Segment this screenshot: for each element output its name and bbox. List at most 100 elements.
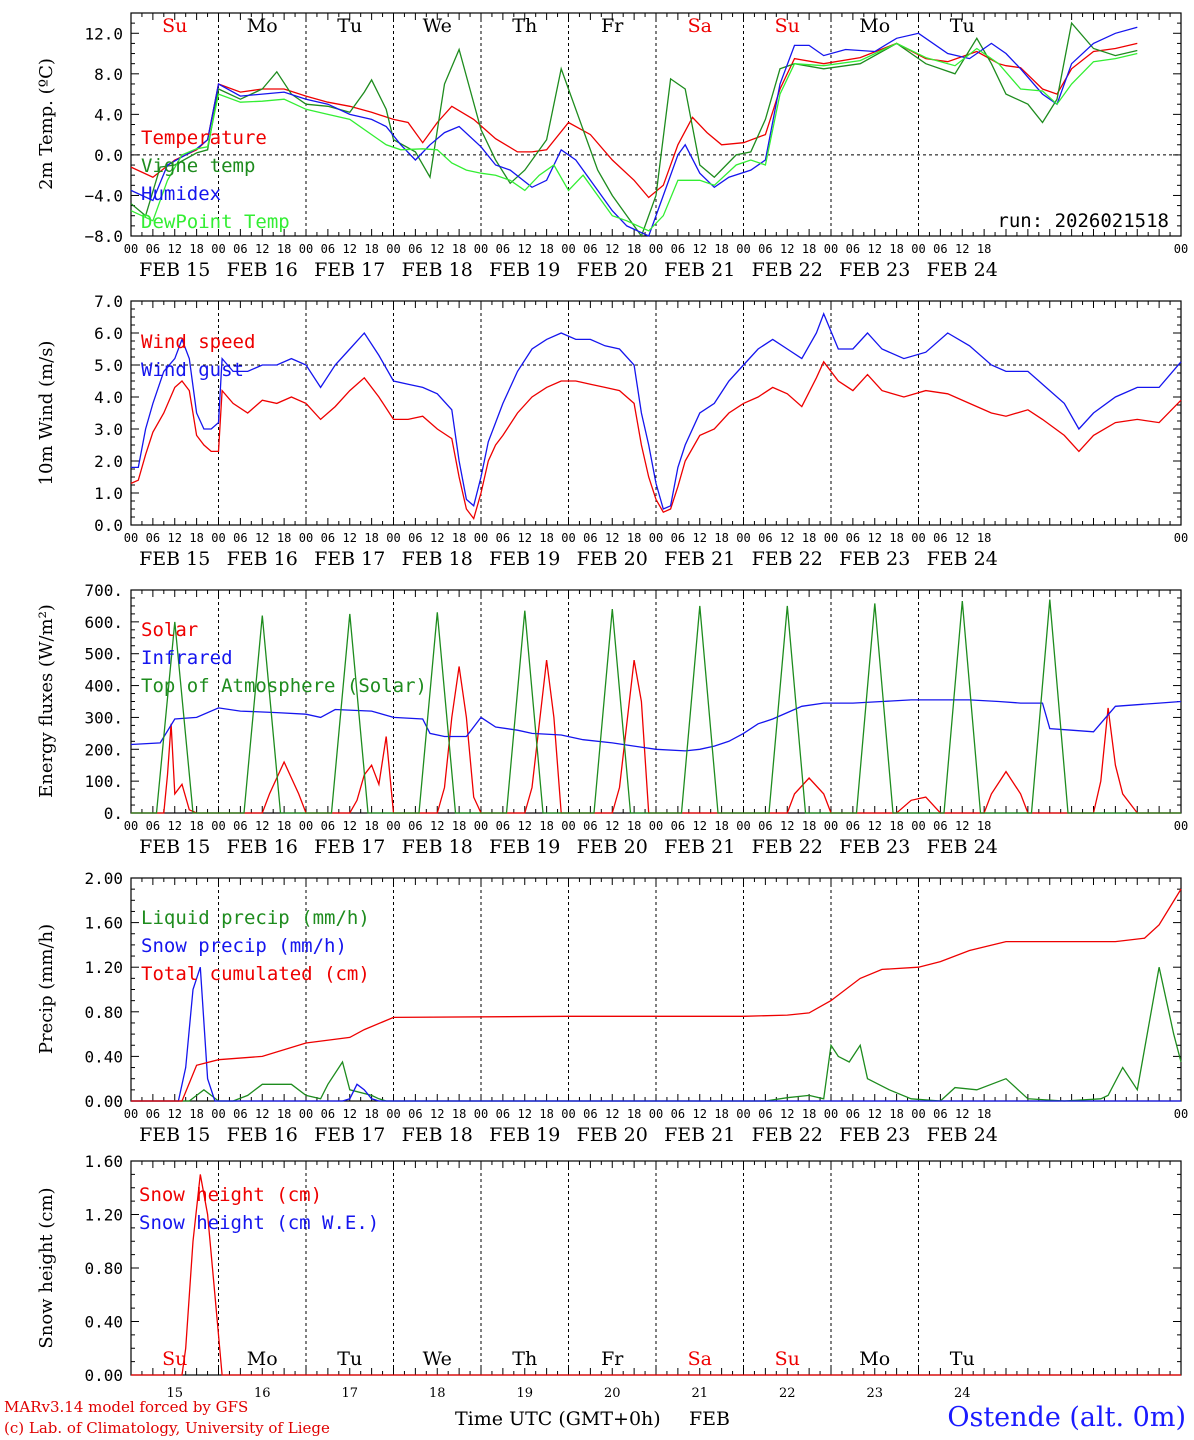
y-tick-label: 1.60 [84,1152,123,1171]
hour-tick-label: 06 [496,531,510,545]
y-tick-label: 7.0 [94,292,123,311]
hour-tick-label: 00 [299,242,313,256]
series-line-humidex [130,26,1138,237]
y-tick-label: 100. [84,772,123,791]
hour-tick-label: 12 [605,1107,619,1121]
y-tick-label: 2.00 [84,869,123,888]
hour-tick-label: 18 [977,531,991,545]
hour-tick-label: 00 [736,242,750,256]
date-label: FEB 19 [489,548,560,570]
y-tick-label: 0.80 [84,1259,123,1278]
hour-tick-label: 12 [168,531,182,545]
hour-tick-label: 18 [627,531,641,545]
hour-tick-label: 18 [889,1107,903,1121]
y-tick-label: 700. [84,581,123,600]
legend-entry: Infrared [141,647,233,669]
model-credit: MARv3.14 model forced by GFS [4,1398,249,1416]
legend-entry: Snow height (cm) [139,1184,322,1206]
y-tick-label: 500. [84,645,123,664]
y-tick-label: 0.0 [94,516,123,535]
hour-tick-label: 12 [518,242,532,256]
hour-tick-label: 12 [605,242,619,256]
hour-tick-label: 12 [955,819,969,833]
hour-tick-label: 00 [299,1107,313,1121]
date-label: FEB 21 [664,1124,735,1146]
weekday-label: Tu [337,15,362,37]
hour-tick-label: 18 [802,242,816,256]
hour-tick-label: 18 [364,1107,378,1121]
plot-frame [130,300,1182,526]
hour-tick-label: 18 [452,531,466,545]
hour-tick-label: 12 [693,242,707,256]
hour-tick-label: 06 [671,1107,685,1121]
hour-tick-label: 06 [146,242,160,256]
date-label: FEB 24 [927,259,998,281]
hour-tick-label: 12 [693,1107,707,1121]
hour-tick-label: 12 [780,1107,794,1121]
weekday-label: Mo [247,1348,278,1370]
hour-tick-label: 12 [343,242,357,256]
hour-tick-label: 00 [736,819,750,833]
y-tick-label: 0. [104,804,123,823]
day-number-label: 16 [254,1386,271,1401]
y-axis-title: Energy fluxes (W/m²) [36,604,57,798]
hour-tick-label: 06 [233,242,247,256]
hour-tick-label: 06 [583,1107,597,1121]
plot-frame [130,12,1182,237]
legend-entry: Top of Atmosphere (Solar) [141,675,427,697]
y-axis-title: 10m Wind (m/s) [36,341,57,486]
day-number-label: 20 [604,1386,621,1401]
hour-tick-label: 00 [474,1107,488,1121]
hour-tick-label: 00 [824,242,838,256]
hour-tick-label: 12 [168,819,182,833]
weekday-label: Su [162,1348,187,1370]
weekday-label: Mo [859,15,890,37]
hour-tick-label: 06 [671,819,685,833]
hour-tick-label: 18 [889,531,903,545]
hour-tick-label: 06 [321,242,335,256]
hour-tick-label: 18 [802,819,816,833]
y-tick-label: 400. [84,677,123,696]
hour-tick-label: 06 [758,531,772,545]
date-label: FEB 15 [139,259,210,281]
y-tick-label: 5.0 [94,356,123,375]
hour-tick-label: 18 [277,242,291,256]
date-label: FEB 18 [402,259,473,281]
hour-tick-label: 00 [211,531,225,545]
date-label: FEB 17 [314,1124,385,1146]
date-label: FEB 17 [314,259,385,281]
hour-tick-label: 18 [364,819,378,833]
hour-tick-label: 06 [583,531,597,545]
hour-tick-label: 12 [780,819,794,833]
hour-tick-label: 12 [868,1107,882,1121]
hour-tick-label: 00 [386,531,400,545]
weekday-label: Su [162,15,187,37]
series-line-wind-gust [131,312,1182,510]
hour-tick-label: 06 [233,819,247,833]
date-label: FEB 22 [752,548,823,570]
hour-tick-label: 00 [736,531,750,545]
hour-tick-label: 06 [846,819,860,833]
weekday-label: Mo [859,1348,890,1370]
series-line-wind-speed [130,360,1182,521]
hour-tick-label: 06 [846,531,860,545]
series-line-vigne-temp [130,21,1138,238]
hour-tick-label: 00 [824,531,838,545]
hour-tick-label: 18 [539,242,553,256]
hour-tick-label: 06 [933,819,947,833]
date-label: FEB 18 [402,548,473,570]
hour-tick-label: 12 [255,1107,269,1121]
hour-tick-label: 12 [430,531,444,545]
hour-tick-label: 00 [561,531,575,545]
weekday-label: Su [775,15,800,37]
hour-tick-label: 18 [452,1107,466,1121]
hour-tick-label: 18 [889,819,903,833]
hour-tick-label: 12 [168,242,182,256]
month-label: FEB [689,1408,731,1430]
day-number-label: 15 [166,1386,183,1401]
y-tick-label: 0.00 [84,1366,123,1385]
date-label: FEB 23 [839,259,910,281]
hour-tick-label: 12 [343,1107,357,1121]
hour-tick-label: 00 [911,1107,925,1121]
hour-tick-label: 00 [124,242,138,256]
